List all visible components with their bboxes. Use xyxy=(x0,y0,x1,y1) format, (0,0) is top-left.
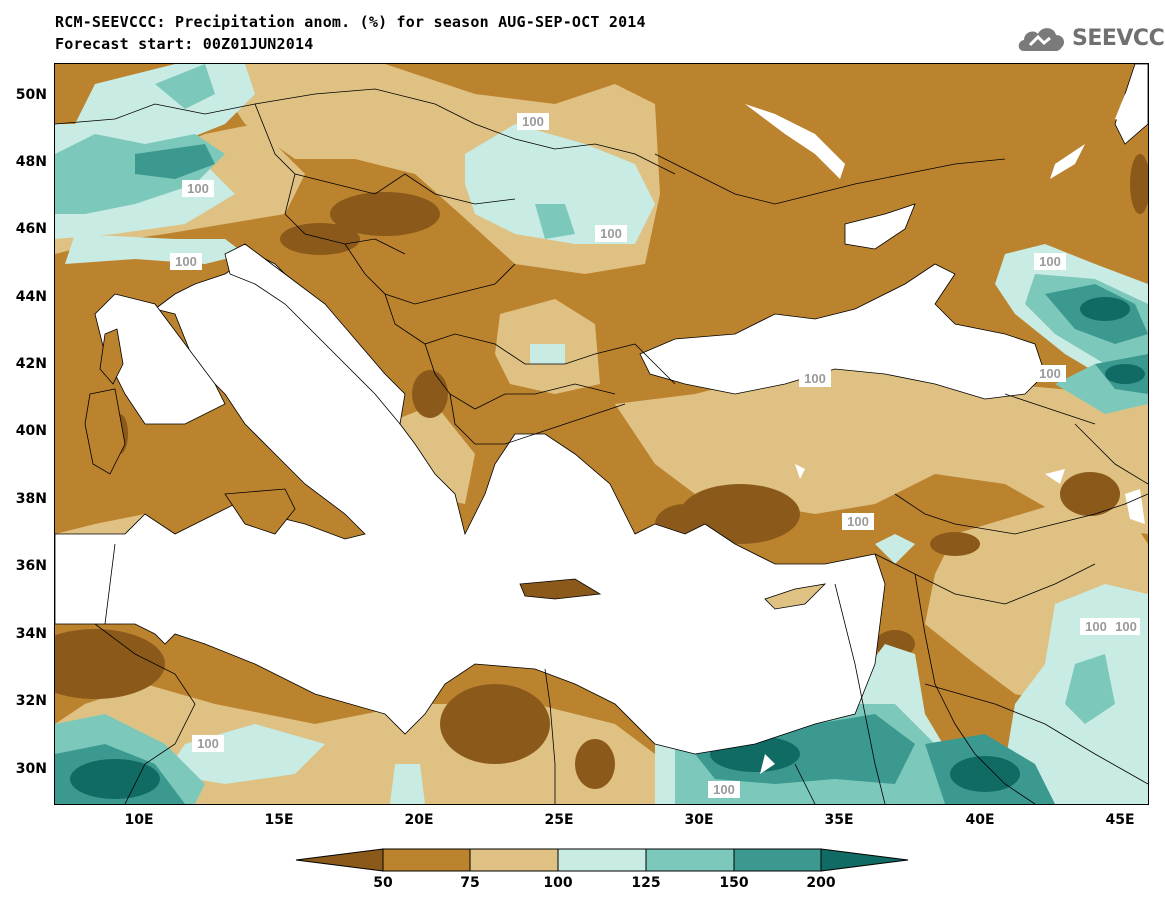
colorbar-label-100: 100 xyxy=(543,875,573,891)
contour-label: 100 xyxy=(1034,365,1066,382)
logo-text: SEEVCCC xyxy=(1072,25,1165,51)
svg-text:100: 100 xyxy=(197,736,219,751)
cyprus xyxy=(764,583,827,610)
lat-label-38n: 38N xyxy=(15,491,47,507)
lat-label-34n: 34N xyxy=(15,626,47,642)
contour-label: 100 xyxy=(1112,618,1140,635)
lon-label-20e: 20E xyxy=(404,812,434,828)
contour-label: 100 xyxy=(1080,618,1112,635)
lon-label-10e: 10E xyxy=(124,812,154,828)
lat-label-36n: 36N xyxy=(15,558,47,574)
colorbar-label-150: 150 xyxy=(719,875,749,891)
sicily xyxy=(224,488,296,535)
lon-label-40e: 40E xyxy=(965,812,995,828)
contour-label: 100 xyxy=(708,781,740,798)
lon-label-15e: 15E xyxy=(264,812,294,828)
lat-label-32n: 32N xyxy=(15,693,47,709)
lat-label-48n: 48N xyxy=(15,154,47,170)
islands xyxy=(84,328,827,610)
country-borders xyxy=(55,88,1148,804)
colorbar-100-125 xyxy=(557,848,647,872)
colorbar-150-200 xyxy=(733,848,822,872)
contour-label: 100 xyxy=(799,370,831,387)
svg-text:100: 100 xyxy=(847,514,869,529)
colorbar-label-75: 75 xyxy=(460,875,480,891)
lat-label-46n: 46N xyxy=(15,221,47,237)
svg-text:100: 100 xyxy=(1039,254,1061,269)
svg-text:100: 100 xyxy=(1085,619,1107,634)
black-sea xyxy=(639,263,1046,400)
lat-label-44n: 44N xyxy=(15,289,47,305)
lat-label-40n: 40N xyxy=(15,423,47,439)
lat-label-30n: 30N xyxy=(15,761,47,777)
contour-label: 100 xyxy=(517,113,549,130)
svg-text:100: 100 xyxy=(522,114,544,129)
contour-labels: 100 100 100 100 100 100 100 100 xyxy=(170,113,1140,798)
lon-label-30e: 30E xyxy=(684,812,714,828)
svg-text:100: 100 xyxy=(713,782,735,797)
seevccc-logo: SEEVCCC xyxy=(1016,22,1165,54)
corsica xyxy=(99,328,124,385)
svg-text:100: 100 xyxy=(804,371,826,386)
chart-subtitle: Forecast start: 00Z01JUN2014 xyxy=(55,35,314,53)
ligurian-sea xyxy=(94,293,226,425)
cloud-icon xyxy=(1018,28,1064,51)
colorbar-75-100 xyxy=(469,848,559,872)
sardinia xyxy=(84,388,126,475)
anomaly-above-200 xyxy=(70,297,1145,799)
lat-label-42n: 42N xyxy=(15,356,47,372)
colorbar-label-50: 50 xyxy=(373,875,393,891)
svg-text:100: 100 xyxy=(187,181,209,196)
contour-label: 100 xyxy=(1034,253,1066,270)
lon-label-25e: 25E xyxy=(544,812,574,828)
contour-label: 100 xyxy=(595,225,627,242)
colorbar-above-200 xyxy=(820,848,909,872)
svg-text:100: 100 xyxy=(175,254,197,269)
colorbar-50-75 xyxy=(382,848,471,872)
colorbar-125-150 xyxy=(645,848,735,872)
contour-label: 100 xyxy=(170,253,202,270)
svg-text:100: 100 xyxy=(1039,366,1061,381)
lon-label-45e: 45E xyxy=(1105,812,1135,828)
colorbar-below-50 xyxy=(295,848,384,872)
anomaly-map: 100 100 100 100 100 100 100 100 xyxy=(55,64,1148,804)
map-panel: 100 100 100 100 100 100 100 100 xyxy=(54,63,1149,805)
contour-label: 100 xyxy=(842,513,874,530)
svg-text:100: 100 xyxy=(1115,619,1137,634)
contour-label: 100 xyxy=(182,180,214,197)
contour-label: 100 xyxy=(192,735,224,752)
crete xyxy=(519,578,602,600)
lat-label-50n: 50N xyxy=(15,87,47,103)
adriatic-sea xyxy=(224,243,406,425)
colorbar-label-200: 200 xyxy=(806,875,836,891)
svg-text:100: 100 xyxy=(600,226,622,241)
lon-label-35e: 35E xyxy=(824,812,854,828)
sea-areas xyxy=(55,64,1148,755)
chart-title: RCM-SEEVCCC: Precipitation anom. (%) for… xyxy=(55,13,646,31)
sea-of-azov xyxy=(844,203,916,250)
colorbar-label-125: 125 xyxy=(631,875,661,891)
